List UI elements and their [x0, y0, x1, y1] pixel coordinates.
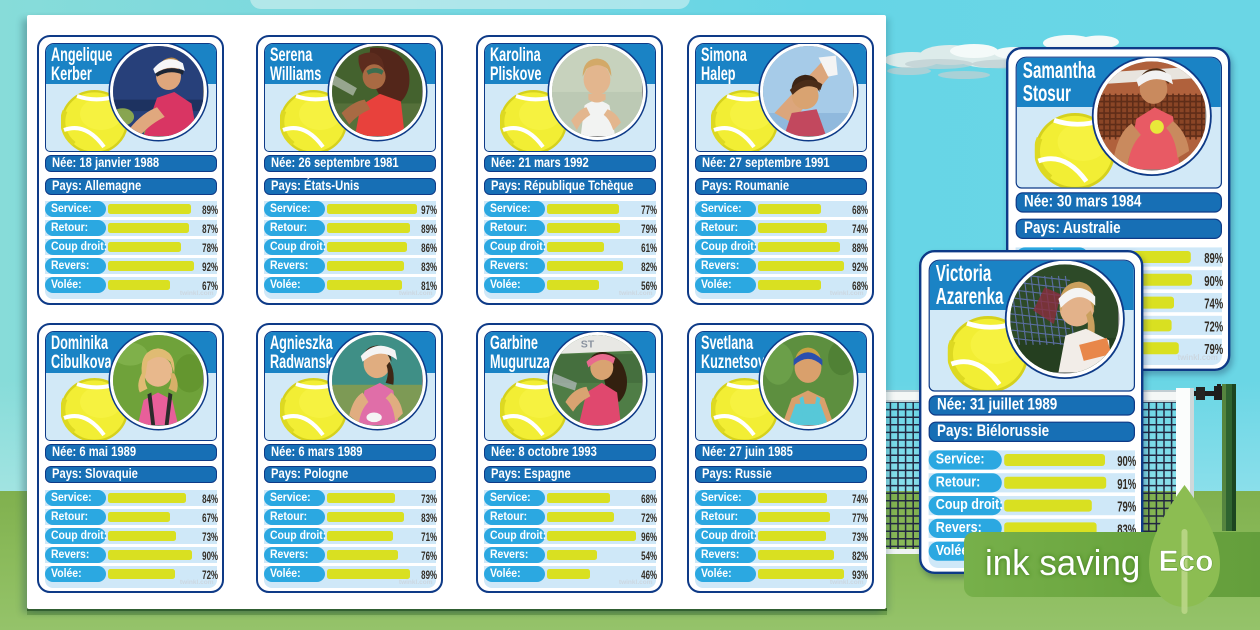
svg-text:Eco: Eco: [1158, 545, 1213, 578]
svg-text:ST: ST: [581, 338, 595, 350]
